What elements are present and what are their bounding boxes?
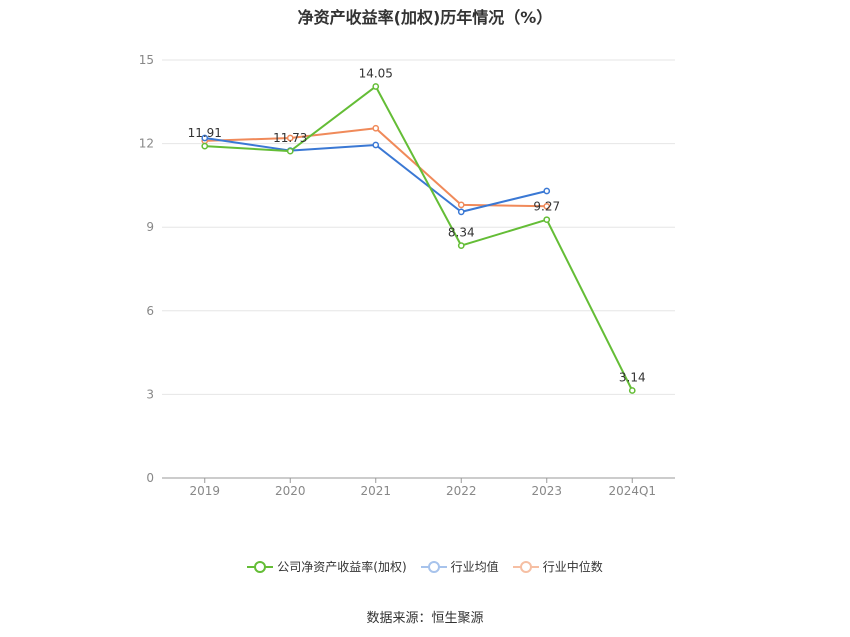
y-tick-label: 12: [139, 137, 154, 151]
series-lines: [204, 85, 634, 391]
data-point-industry_avg: [372, 141, 380, 149]
legend-marker-industry-median: [512, 560, 539, 573]
data-point-company: [628, 387, 636, 394]
data-label: 9.27: [533, 200, 560, 214]
data-point-industry_median: [372, 124, 380, 132]
chart-title: 净资产收益率(加权)历年情况（%）: [297, 8, 553, 27]
x-axis: 2019 2020 2021 2022 2023 2024Q1: [162, 477, 675, 498]
data-labels: 11.91 11.73 14.05 8.34 9.27 3.14: [188, 66, 646, 384]
legend-label-industry-avg: 行业均值: [450, 560, 499, 574]
y-tick-label: 9: [146, 220, 154, 234]
data-point-industry_avg: [201, 134, 209, 142]
series-line-company: [204, 85, 634, 391]
y-tick-label: 3: [146, 387, 154, 401]
data-point-industry_median: [543, 202, 551, 210]
legend-label-industry-median: 行业中位数: [542, 560, 603, 574]
data-point-company: [372, 83, 380, 90]
grid-lines: [162, 59, 675, 395]
x-tick-label: 2021: [360, 484, 391, 498]
x-tick-label: 2023: [531, 484, 562, 498]
x-tick-label: 2024Q1: [608, 484, 656, 498]
data-point-company: [286, 147, 294, 155]
series-points: [201, 83, 636, 394]
data-label: 11.91: [188, 126, 222, 140]
legend-label-company: 公司净资产收益率(加权): [277, 560, 407, 574]
data-point-industry_avg: [457, 208, 465, 216]
legend-marker-industry-avg: [420, 560, 447, 573]
data-point-industry_median: [457, 201, 465, 209]
data-label: 11.73: [273, 131, 307, 145]
legend-marker-company: [247, 560, 274, 573]
y-tick-label: 6: [146, 304, 154, 318]
data-label: 14.05: [359, 66, 393, 80]
data-point-company: [201, 142, 209, 150]
y-axis-ticks: 0 3 6 9 12 15: [139, 53, 154, 485]
line-chart: 0 3 6 9 12 15 2019 2020 2021 2022 2023 2024Q1 11.9…: [139, 53, 675, 498]
legend: 公司净资产收益率(加权) 行业均值 行业中位数: [0, 558, 850, 575]
data-point-industry_median: [286, 134, 294, 142]
x-tick-label: 2020: [275, 484, 306, 498]
data-source: 数据来源：恒生聚源: [366, 611, 484, 626]
data-label: 8.34: [448, 226, 475, 240]
x-tick-label: 2022: [446, 484, 477, 498]
data-point-company: [543, 216, 551, 224]
series-line-industry_median: [204, 127, 547, 208]
y-tick-label: 15: [139, 53, 154, 67]
data-point-company: [457, 242, 465, 249]
legend-item-company[interactable]: 公司净资产收益率(加权): [247, 558, 407, 575]
x-tick-label: 2019: [189, 484, 220, 498]
y-tick-label: 0: [146, 471, 154, 485]
data-point-industry_avg: [543, 187, 551, 195]
legend-item-industry-median[interactable]: 行业中位数: [512, 558, 603, 575]
data-label: 3.14: [619, 370, 646, 384]
legend-item-industry-avg[interactable]: 行业均值: [420, 558, 499, 575]
